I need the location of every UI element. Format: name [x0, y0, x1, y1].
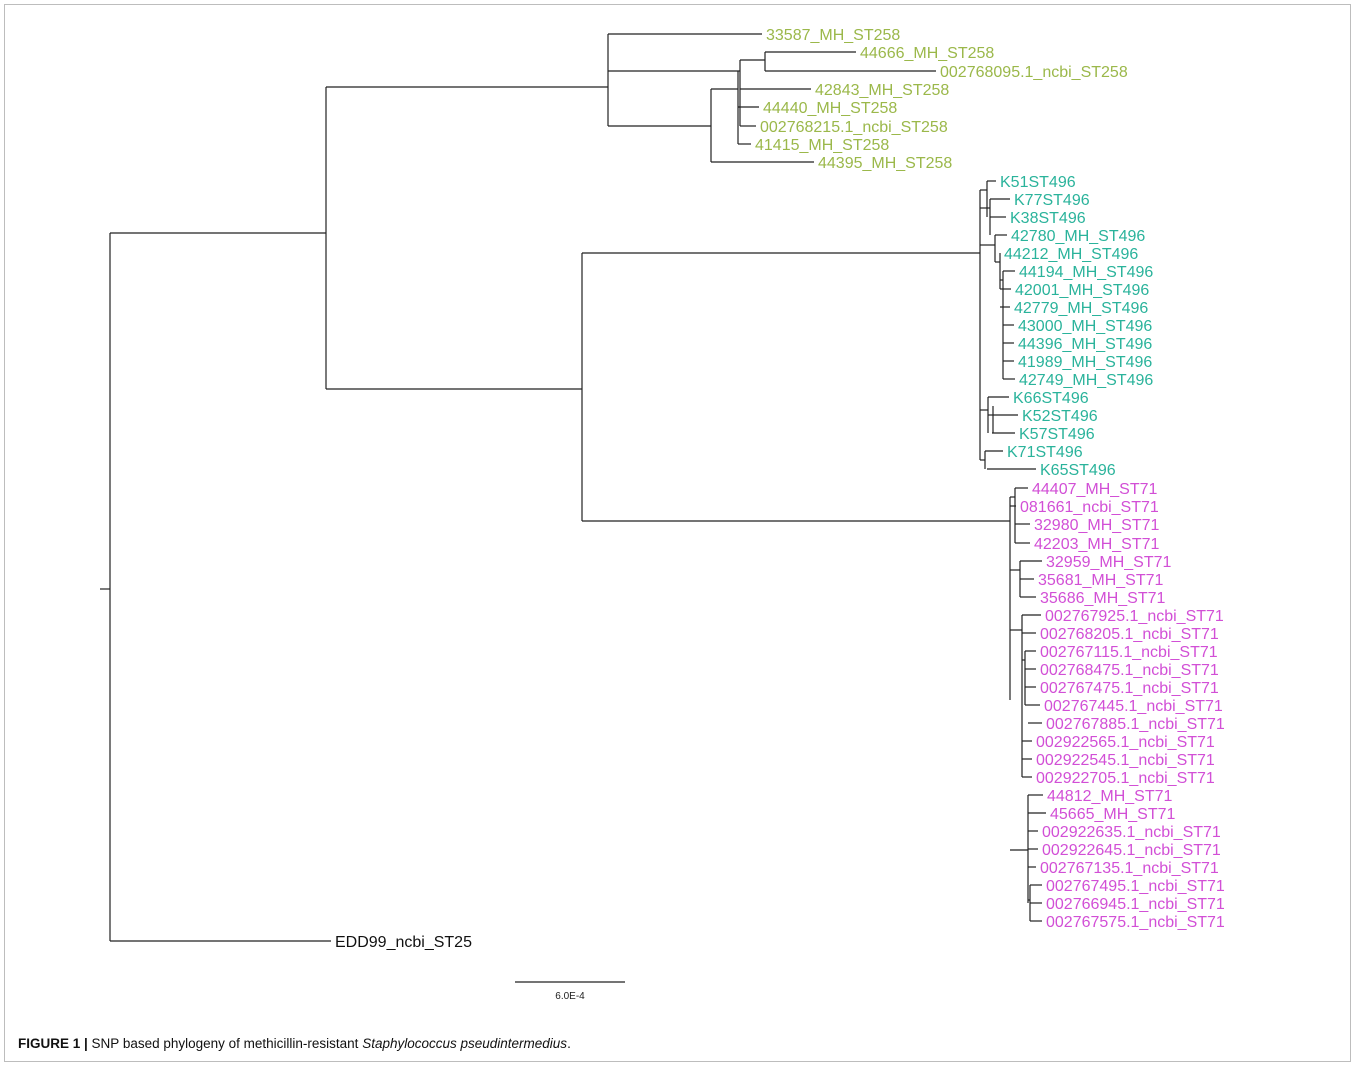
leaf-label: 42001_MH_ST496: [1015, 282, 1149, 299]
scale-bar-label: 6.0E-4: [555, 991, 585, 1002]
leaf-label: 002768205.1_ncbi_ST71: [1040, 626, 1219, 643]
leaf-label: 002768095.1_ncbi_ST258: [940, 64, 1128, 81]
leaf-label: 32980_MH_ST71: [1034, 517, 1160, 534]
caption-text: SNP based phylogeny of methicillin-resis…: [87, 1036, 363, 1051]
leaf-label: K51ST496: [1000, 174, 1076, 191]
leaf-label: 42779_MH_ST496: [1014, 300, 1148, 317]
leaf-label: 002767885.1_ncbi_ST71: [1046, 716, 1225, 733]
figure-label: FIGURE 1 |: [18, 1036, 88, 1051]
leaf-label: 44812_MH_ST71: [1047, 788, 1173, 805]
leaf-label: 35686_MH_ST71: [1040, 590, 1166, 607]
leaf-label: 41415_MH_ST258: [755, 137, 889, 154]
caption-end: .: [567, 1036, 571, 1051]
leaf-label: 002767925.1_ncbi_ST71: [1045, 608, 1224, 625]
leaf-label: 42203_MH_ST71: [1034, 536, 1160, 553]
leaf-label: 33587_MH_ST258: [766, 27, 900, 44]
leaf-label: 44407_MH_ST71: [1032, 481, 1158, 498]
caption-species: Staphylococcus pseudintermedius: [362, 1036, 568, 1051]
leaf-label: 002767115.1_ncbi_ST71: [1040, 644, 1218, 661]
leaf-label: 002922545.1_ncbi_ST71: [1036, 752, 1215, 769]
leaf-label: 41989_MH_ST496: [1018, 354, 1152, 371]
leaf-label: 081661_ncbi_ST71: [1020, 499, 1159, 516]
leaf-label: K38ST496: [1010, 210, 1086, 227]
leaf-label: 45665_MH_ST71: [1050, 806, 1176, 823]
leaf-label: 44440_MH_ST258: [763, 100, 897, 117]
leaf-label: K52ST496: [1022, 408, 1098, 425]
leaf-label: 44666_MH_ST258: [860, 45, 994, 62]
leaf-label: 44194_MH_ST496: [1019, 264, 1153, 281]
figure-frame: [4, 4, 1351, 1062]
leaf-label: 002767575.1_ncbi_ST71: [1046, 914, 1225, 931]
leaf-label: 43000_MH_ST496: [1018, 318, 1152, 335]
leaf-label: K71ST496: [1007, 444, 1083, 461]
figure-caption: FIGURE 1 | SNP based phylogeny of methic…: [18, 1036, 571, 1051]
leaf-label: 002922645.1_ncbi_ST71: [1042, 842, 1221, 859]
leaf-label: EDD99_ncbi_ST25: [335, 934, 472, 951]
leaf-label: 002767475.1_ncbi_ST71: [1040, 680, 1219, 697]
leaf-label: 42780_MH_ST496: [1011, 228, 1145, 245]
leaf-label: K77ST496: [1014, 192, 1090, 209]
leaf-label: 44396_MH_ST496: [1018, 336, 1152, 353]
leaf-label: 42749_MH_ST496: [1019, 372, 1153, 389]
leaf-label: 44395_MH_ST258: [818, 155, 952, 172]
leaf-label: 002922635.1_ncbi_ST71: [1042, 824, 1221, 841]
leaf-label: 002767495.1_ncbi_ST71: [1046, 878, 1225, 895]
leaf-label: 35681_MH_ST71: [1038, 572, 1164, 589]
leaf-label: 32959_MH_ST71: [1046, 554, 1172, 571]
leaf-label: 002766945.1_ncbi_ST71: [1046, 896, 1225, 913]
leaf-label: 002922705.1_ncbi_ST71: [1036, 770, 1215, 787]
leaf-label: 002922565.1_ncbi_ST71: [1036, 734, 1215, 751]
leaf-label: 42843_MH_ST258: [815, 82, 949, 99]
leaf-label: 002767135.1_ncbi_ST71: [1040, 860, 1219, 877]
scale-bar: 6.0E-4: [515, 981, 625, 1002]
leaf-label: 002768215.1_ncbi_ST258: [760, 119, 948, 136]
leaf-label: K65ST496: [1040, 462, 1116, 479]
leaf-label: K66ST496: [1013, 390, 1089, 407]
leaf-label: 44212_MH_ST496: [1004, 246, 1138, 263]
tree-branches: [100, 33, 1046, 942]
leaf-label: 002768475.1_ncbi_ST71: [1040, 662, 1219, 679]
leaf-label: 002767445.1_ncbi_ST71: [1044, 698, 1223, 715]
leaf-label: K57ST496: [1019, 426, 1095, 443]
